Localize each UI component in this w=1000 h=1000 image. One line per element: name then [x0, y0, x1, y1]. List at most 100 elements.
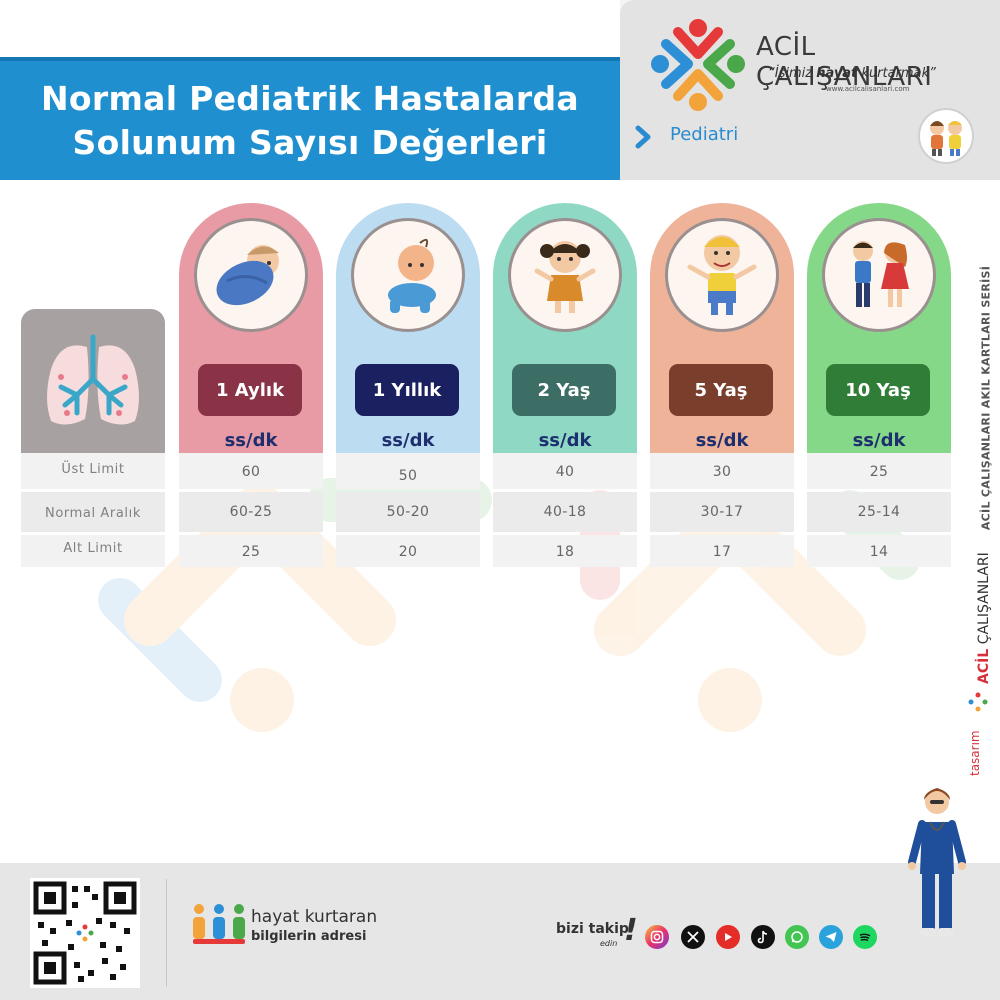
lungs-icon [47, 334, 139, 425]
value-upper-1-year: 50 [398, 468, 418, 484]
table-cell [179, 453, 323, 489]
tagline-secondary: bilgilerin adresi [251, 929, 367, 944]
brand-slogan-start: “İşimiz [768, 66, 817, 81]
row-label-cell [21, 453, 165, 489]
brand-slogan-bold: hayat [816, 66, 858, 81]
unit-label: ss/dk [538, 430, 592, 451]
youtube-icon[interactable] [716, 925, 740, 949]
qr-code-pattern-icon [33, 881, 137, 985]
unit-label: ss/dk [852, 430, 906, 451]
value-range-2-years: 40-18 [543, 504, 587, 520]
table-row-upper-limit [21, 453, 951, 489]
table-cell [336, 492, 480, 532]
table-cell [493, 453, 637, 489]
header-top-strip [0, 0, 620, 57]
brand-name: ACİL ÇALIŞANLARI [756, 32, 933, 92]
age-label-1-month: 1 Aylık [198, 364, 302, 416]
unit-label: ss/dk [224, 430, 278, 451]
tiktok-icon[interactable] [751, 925, 775, 949]
nurse-mascot-icon [908, 788, 966, 936]
qr-code[interactable] [30, 878, 140, 988]
brand-url: www.acilcalisanlari.com [826, 85, 910, 93]
brand-slogan-end: kurtarmak” [857, 66, 936, 81]
design-credit-brand: ACİL ÇALIŞANLARI [976, 552, 992, 684]
chevron-right-icon [635, 125, 651, 149]
value-upper-1-month: 60 [241, 464, 261, 480]
footer-divider [166, 879, 167, 987]
table-row-normal-range [21, 492, 951, 532]
lungs-card [21, 309, 165, 453]
category-label: Pediatri [670, 124, 739, 145]
row-label-lower: Alt Limit [63, 541, 123, 556]
kids-badge-icon [918, 108, 974, 164]
table-cell [650, 535, 794, 567]
age-label-10-years: 10 Yaş [826, 364, 930, 416]
table-cell [336, 453, 480, 489]
x-icon[interactable] [681, 925, 705, 949]
crawling-baby-icon [351, 218, 465, 332]
boy-icon [665, 218, 779, 332]
age-column-1-month: 1 Aylık ss/dk [179, 203, 323, 453]
brand-slogan: “İşimiz hayat kurtarmak” [768, 66, 936, 81]
value-range-10-years: 25-14 [857, 504, 901, 520]
value-upper-10-years: 25 [869, 464, 889, 480]
design-credit-brand-bold: ACİL [976, 648, 992, 684]
unit-label: ss/dk [695, 430, 749, 451]
row-label-upper: Üst Limit [61, 462, 125, 477]
brand-panel: ACİL ÇALIŞANLARI “İşimiz hayat kurtarmak… [620, 0, 1000, 180]
table-cell [336, 535, 480, 567]
unit-label: ss/dk [381, 430, 435, 451]
table-cell [493, 492, 637, 532]
page-title-line2: Solunum Sayısı Değerleri [72, 122, 548, 162]
value-range-5-years: 30-17 [700, 504, 744, 520]
people-group-icon [193, 904, 245, 944]
follow-us-exclamation: ! [624, 913, 638, 948]
age-label-5-years: 5 Yaş [669, 364, 773, 416]
value-range-1-year: 50-20 [386, 504, 430, 520]
value-upper-5-years: 30 [712, 464, 732, 480]
value-range-1-month: 60-25 [229, 504, 273, 520]
spotify-icon[interactable] [853, 925, 877, 949]
series-label: ACİL ÇALIŞANLARI AKIL KARTLARI SERİSİ [976, 265, 996, 531]
page-title: Normal Pediatrik Hastalarda Solunum Sayı… [0, 57, 620, 180]
value-upper-2-years: 40 [555, 464, 575, 480]
row-label-cell [21, 535, 165, 567]
follow-us-label: bizi takip [556, 921, 629, 937]
value-lower-1-month: 25 [241, 544, 261, 560]
acil-calisanlari-logo-icon [651, 19, 745, 111]
age-column-5-years: 5 Yaş ss/dk [650, 203, 794, 453]
value-lower-10-years: 14 [869, 544, 889, 560]
age-label-2-years: 2 Yaş [512, 364, 616, 416]
row-label-range: Normal Aralık [45, 506, 141, 521]
swaddled-baby-icon [194, 218, 308, 332]
design-credit-prefix: tasarım [968, 730, 982, 776]
design-credit: tasarım ACİL ÇALIŞANLARI [966, 552, 996, 776]
table-cell [179, 492, 323, 532]
design-credit-brand-rest: ÇALIŞANLARI [976, 552, 992, 649]
tagline-primary: hayat kurtaran [251, 907, 378, 927]
age-column-2-years: 2 Yaş ss/dk [493, 203, 637, 453]
toddler-girl-icon [508, 218, 622, 332]
age-column-10-years: 10 Yaş ss/dk [807, 203, 951, 453]
row-label-cell [21, 492, 165, 532]
table-row-lower-limit [21, 535, 951, 567]
table-cell [807, 535, 951, 567]
table-cell [650, 453, 794, 489]
children-icon [822, 218, 936, 332]
value-lower-1-year: 20 [398, 544, 418, 560]
telegram-icon[interactable] [819, 925, 843, 949]
acil-calisanlari-small-logo-icon [968, 692, 988, 712]
follow-us-sub: edin [600, 939, 618, 948]
table-cell [179, 535, 323, 567]
value-lower-2-years: 18 [555, 544, 575, 560]
table-cell [807, 453, 951, 489]
age-label-1-year: 1 Yıllık [355, 364, 459, 416]
instagram-icon[interactable] [645, 925, 669, 949]
series-label-text: ACİL ÇALIŞANLARI AKIL KARTLARI SERİSİ [979, 265, 993, 531]
page-title-line1: Normal Pediatrik Hastalarda [40, 78, 579, 118]
footer: hayat kurtaran bilgilerin adresi bizi ta… [0, 863, 1000, 1000]
table-cell [807, 492, 951, 532]
whatsapp-icon[interactable] [785, 925, 809, 949]
table-cell [493, 535, 637, 567]
table-cell [650, 492, 794, 532]
